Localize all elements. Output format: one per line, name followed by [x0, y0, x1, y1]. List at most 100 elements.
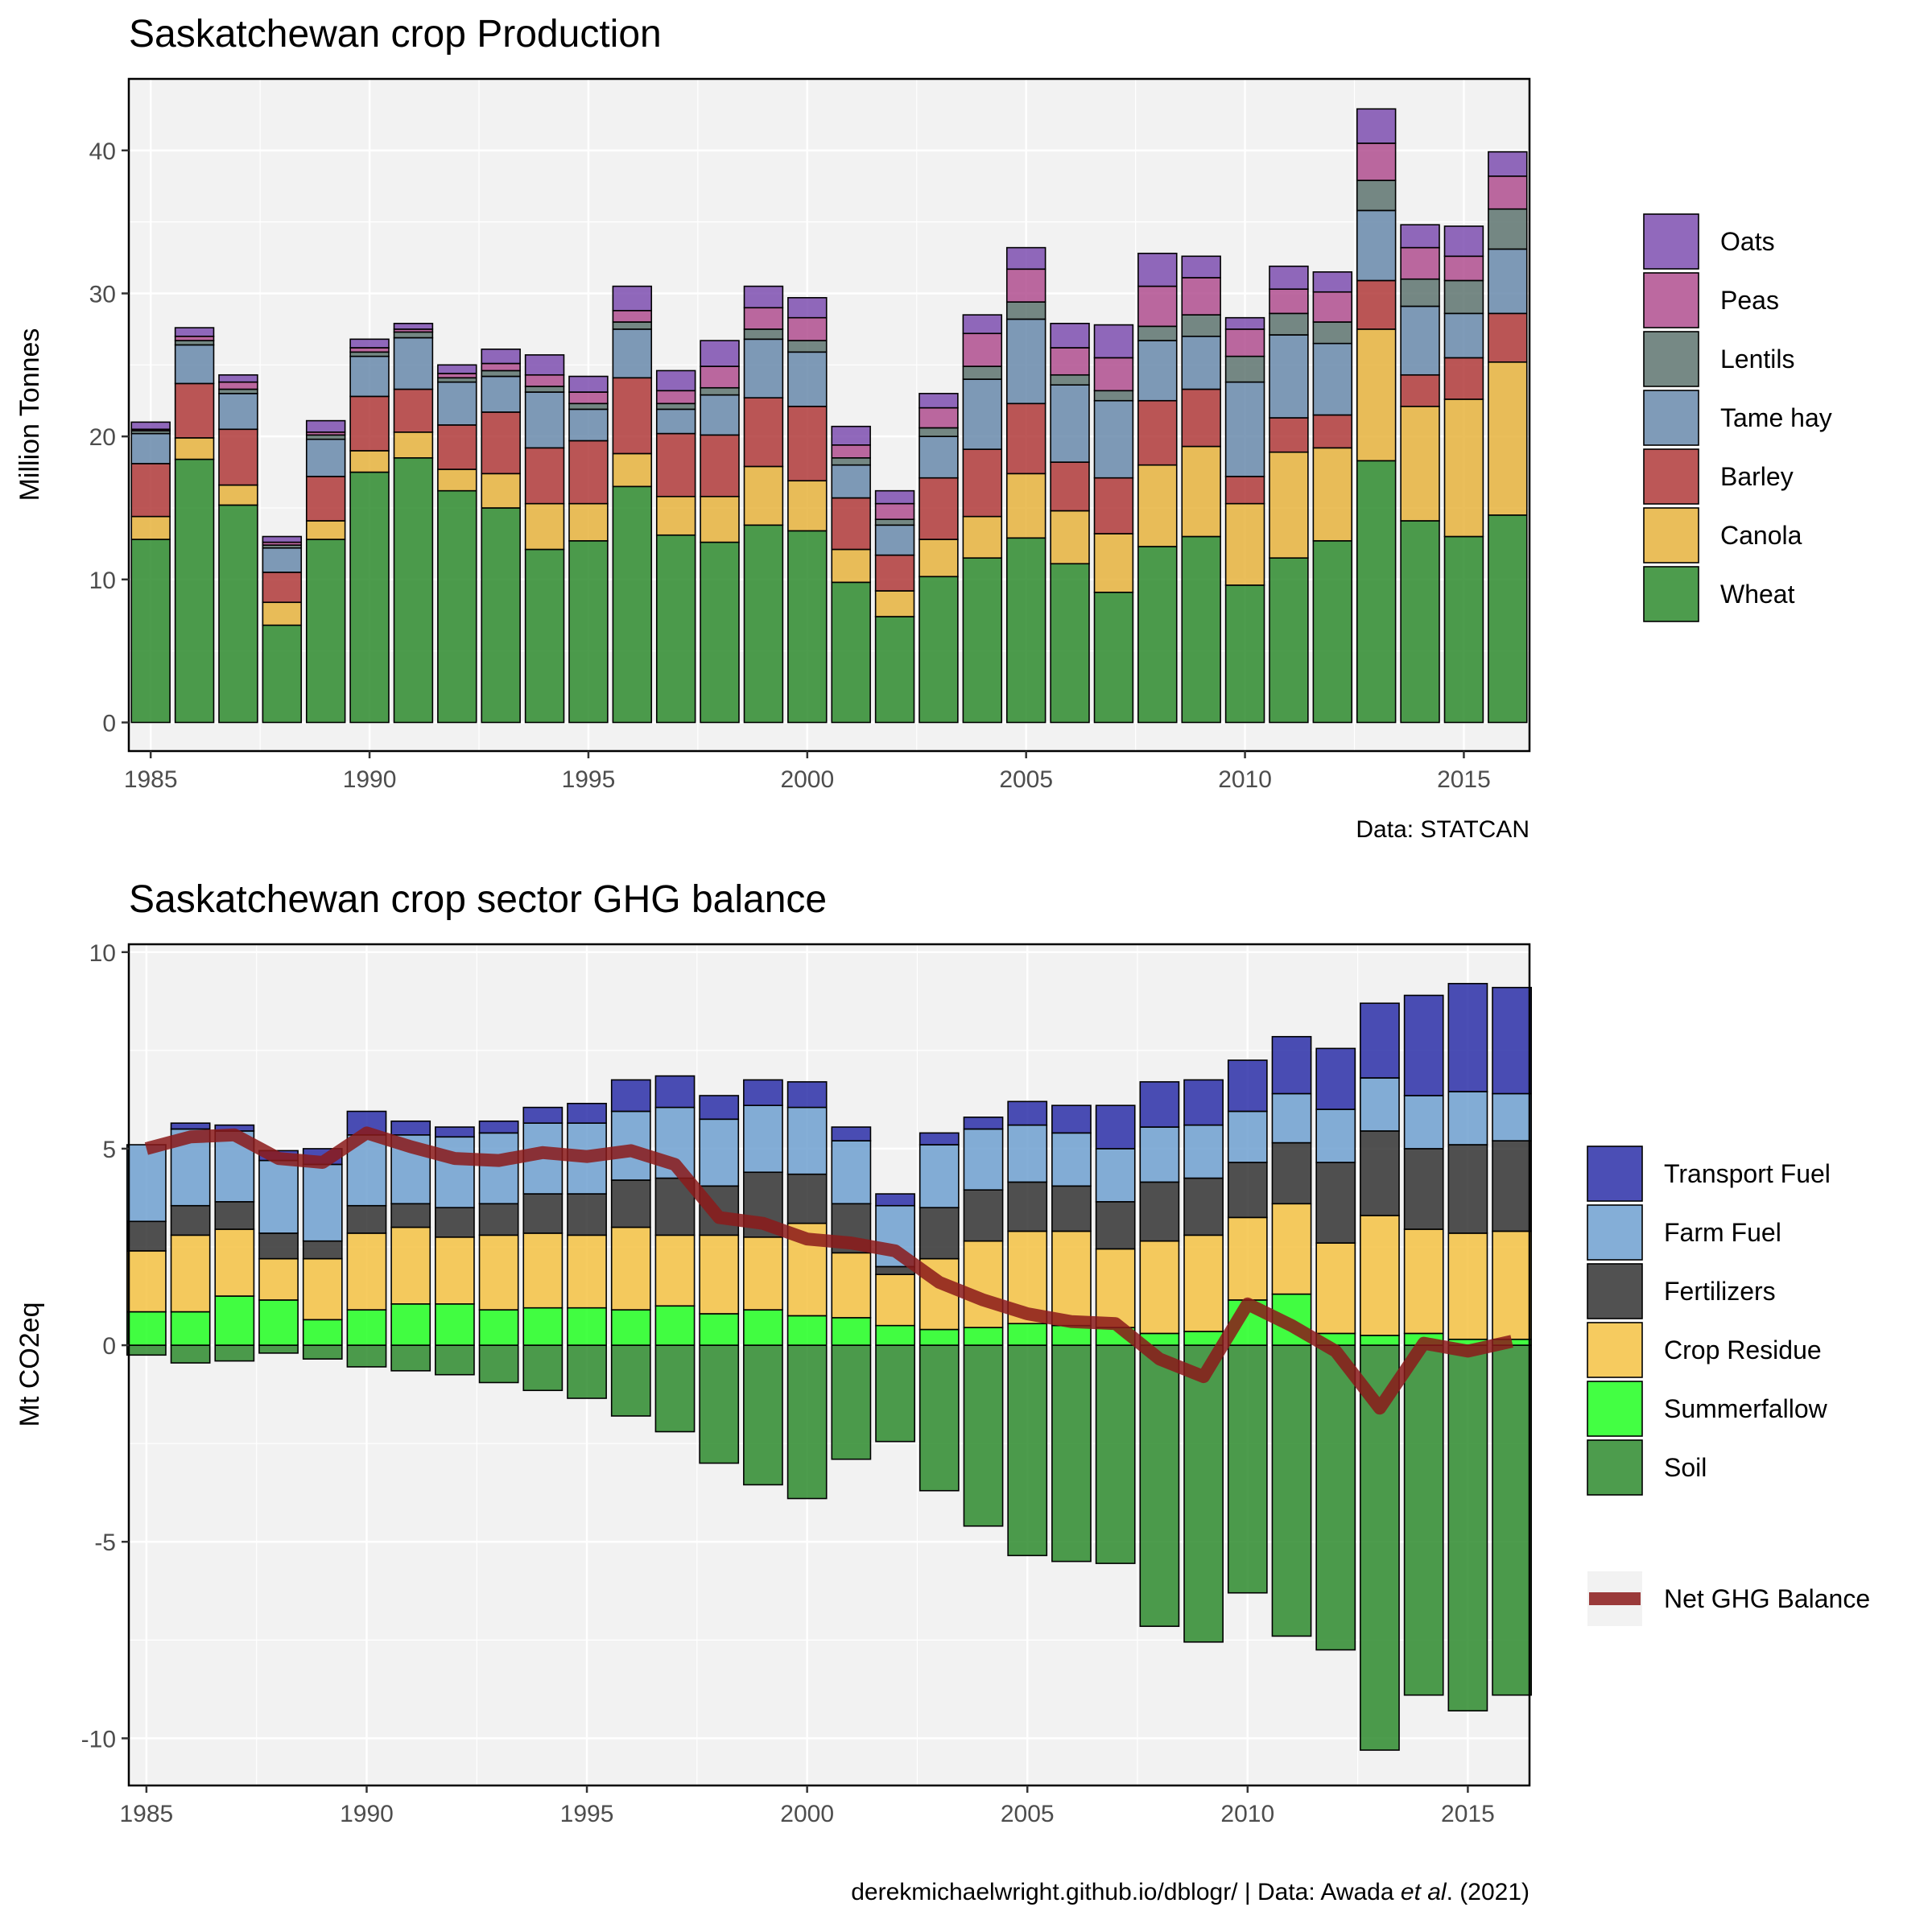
x-tick-label: 1985 — [124, 766, 178, 793]
bar-summerfallow-1994 — [522, 1307, 564, 1346]
bar-lentils-2004 — [962, 365, 1003, 380]
bar-oats-1993 — [481, 348, 521, 365]
bar-lentils-2000 — [787, 340, 828, 353]
bar-wheat-2000 — [787, 530, 828, 724]
bar-barley-2008 — [1137, 399, 1178, 466]
bar-oats-2010 — [1224, 316, 1265, 330]
bar-wheat-2012 — [1312, 540, 1353, 724]
bar-peas-2016 — [1488, 175, 1528, 210]
bar-oats-1990 — [349, 338, 390, 349]
bar-wheat-2003 — [919, 576, 959, 724]
bar-lentils-2015 — [1443, 279, 1484, 315]
bar-barley-2010 — [1224, 476, 1265, 505]
bar-fertilizers-2005 — [1007, 1181, 1048, 1232]
bar-soil-2007 — [1095, 1344, 1136, 1564]
bar-tame-hay-1994 — [524, 391, 565, 449]
bar-fertilizers-1991 — [390, 1203, 431, 1228]
bar-canola-1988 — [262, 601, 303, 626]
legend-swatch-canola — [1643, 507, 1699, 564]
bar-fertilizers-2013 — [1360, 1130, 1400, 1216]
bar-barley-2000 — [787, 406, 828, 482]
bar-farm-fuel-2003 — [919, 1144, 960, 1208]
bar-oats-1991 — [393, 322, 434, 330]
bar-soil-1987 — [214, 1344, 255, 1362]
bar-tame-hay-1999 — [743, 338, 784, 398]
bar-oats-2009 — [1181, 255, 1221, 279]
bar-barley-2006 — [1050, 461, 1090, 512]
bar-fertilizers-1989 — [302, 1240, 343, 1260]
bar-soil-1996 — [610, 1344, 651, 1417]
bar-tame-hay-2012 — [1312, 342, 1353, 416]
bar-farm-fuel-2011 — [1271, 1092, 1312, 1144]
bar-wheat-1994 — [524, 548, 565, 724]
x-tick-label: 1990 — [343, 766, 397, 793]
bar-soil-2000 — [786, 1344, 828, 1500]
bar-tame-hay-1985 — [130, 432, 171, 464]
bar-lentils-1999 — [743, 328, 784, 341]
bar-peas-1987 — [218, 381, 258, 390]
bar-crop-residue-1989 — [302, 1257, 343, 1321]
x-tick-label: 2015 — [1441, 1801, 1495, 1827]
bar-farm-fuel-1992 — [435, 1136, 475, 1208]
bar-tame-hay-2003 — [919, 436, 959, 479]
bar-tame-hay-2001 — [831, 464, 871, 499]
y-tick-label: 0 — [102, 710, 116, 737]
bar-peas-1993 — [481, 362, 521, 372]
bar-summerfallow-1988 — [258, 1299, 299, 1346]
bar-transport-fuel-2016 — [1492, 986, 1532, 1095]
bar-lentils-2009 — [1181, 314, 1221, 337]
legend-label-lentils: Lentils — [1720, 345, 1795, 374]
bar-summerfallow-2001 — [831, 1317, 872, 1346]
legend-label-crop-residue: Crop Residue — [1664, 1335, 1822, 1364]
bar-summerfallow-1997 — [654, 1305, 696, 1346]
bar-wheat-2002 — [874, 616, 915, 724]
bar-soil-2005 — [1007, 1344, 1048, 1557]
bar-wheat-2007 — [1093, 591, 1134, 724]
legend-label-farm-fuel: Farm Fuel — [1664, 1218, 1781, 1247]
bar-tame-hay-1992 — [437, 381, 477, 426]
bar-farm-fuel-1989 — [302, 1163, 343, 1242]
legend-label-tame-hay: Tame hay — [1720, 403, 1832, 432]
bar-transport-fuel-1993 — [478, 1120, 519, 1134]
bar-barley-2009 — [1181, 388, 1221, 448]
bar-wheat-2013 — [1356, 460, 1397, 724]
production-bars — [130, 108, 1528, 724]
bar-crop-residue-2013 — [1360, 1215, 1400, 1336]
y-tick-label: 0 — [102, 1333, 116, 1360]
bar-barley-1993 — [481, 411, 521, 475]
bar-lentils-2013 — [1356, 180, 1397, 212]
bar-barley-2014 — [1400, 374, 1440, 407]
bar-lentils-2005 — [1005, 301, 1046, 320]
bar-transport-fuel-1986 — [170, 1122, 211, 1130]
bar-crop-residue-2010 — [1227, 1216, 1268, 1301]
bar-soil-2002 — [875, 1344, 915, 1443]
bar-fertilizers-1990 — [346, 1204, 387, 1234]
bar-transport-fuel-2012 — [1315, 1047, 1356, 1110]
bar-oats-2008 — [1137, 252, 1178, 287]
bar-peas-2009 — [1181, 277, 1221, 316]
x-tick-label: 2005 — [1001, 1801, 1055, 1827]
bar-barley-2004 — [962, 448, 1003, 518]
y-tick-label: -5 — [94, 1530, 116, 1556]
bar-crop-residue-2009 — [1183, 1234, 1224, 1332]
bar-oats-1992 — [437, 364, 477, 374]
bar-canola-2004 — [962, 515, 1003, 559]
legend-label-net-ghg-balance: Net GHG Balance — [1664, 1584, 1870, 1613]
bar-fertilizers-1993 — [478, 1203, 519, 1236]
ghg-caption-suffix: . (2021) — [1447, 1879, 1530, 1905]
bar-soil-2009 — [1183, 1344, 1224, 1643]
bar-peas-1997 — [655, 390, 696, 405]
bar-crop-residue-1990 — [346, 1232, 387, 1311]
bar-summerfallow-2000 — [786, 1315, 828, 1346]
bar-tame-hay-1991 — [393, 336, 434, 390]
legend-label-transport-fuel: Transport Fuel — [1664, 1159, 1831, 1188]
bar-crop-residue-2016 — [1492, 1230, 1532, 1340]
bar-canola-2015 — [1443, 398, 1484, 538]
bar-lentils-1994 — [524, 386, 565, 393]
ghg-chart: Saskatchewan crop sector GHG balance -10… — [14, 878, 1870, 1905]
bar-canola-2009 — [1181, 445, 1221, 538]
bar-wheat-1993 — [481, 507, 521, 724]
bar-barley-1997 — [655, 432, 696, 497]
bar-peas-2001 — [831, 444, 871, 459]
legend-swatch-crop-residue — [1587, 1322, 1643, 1378]
